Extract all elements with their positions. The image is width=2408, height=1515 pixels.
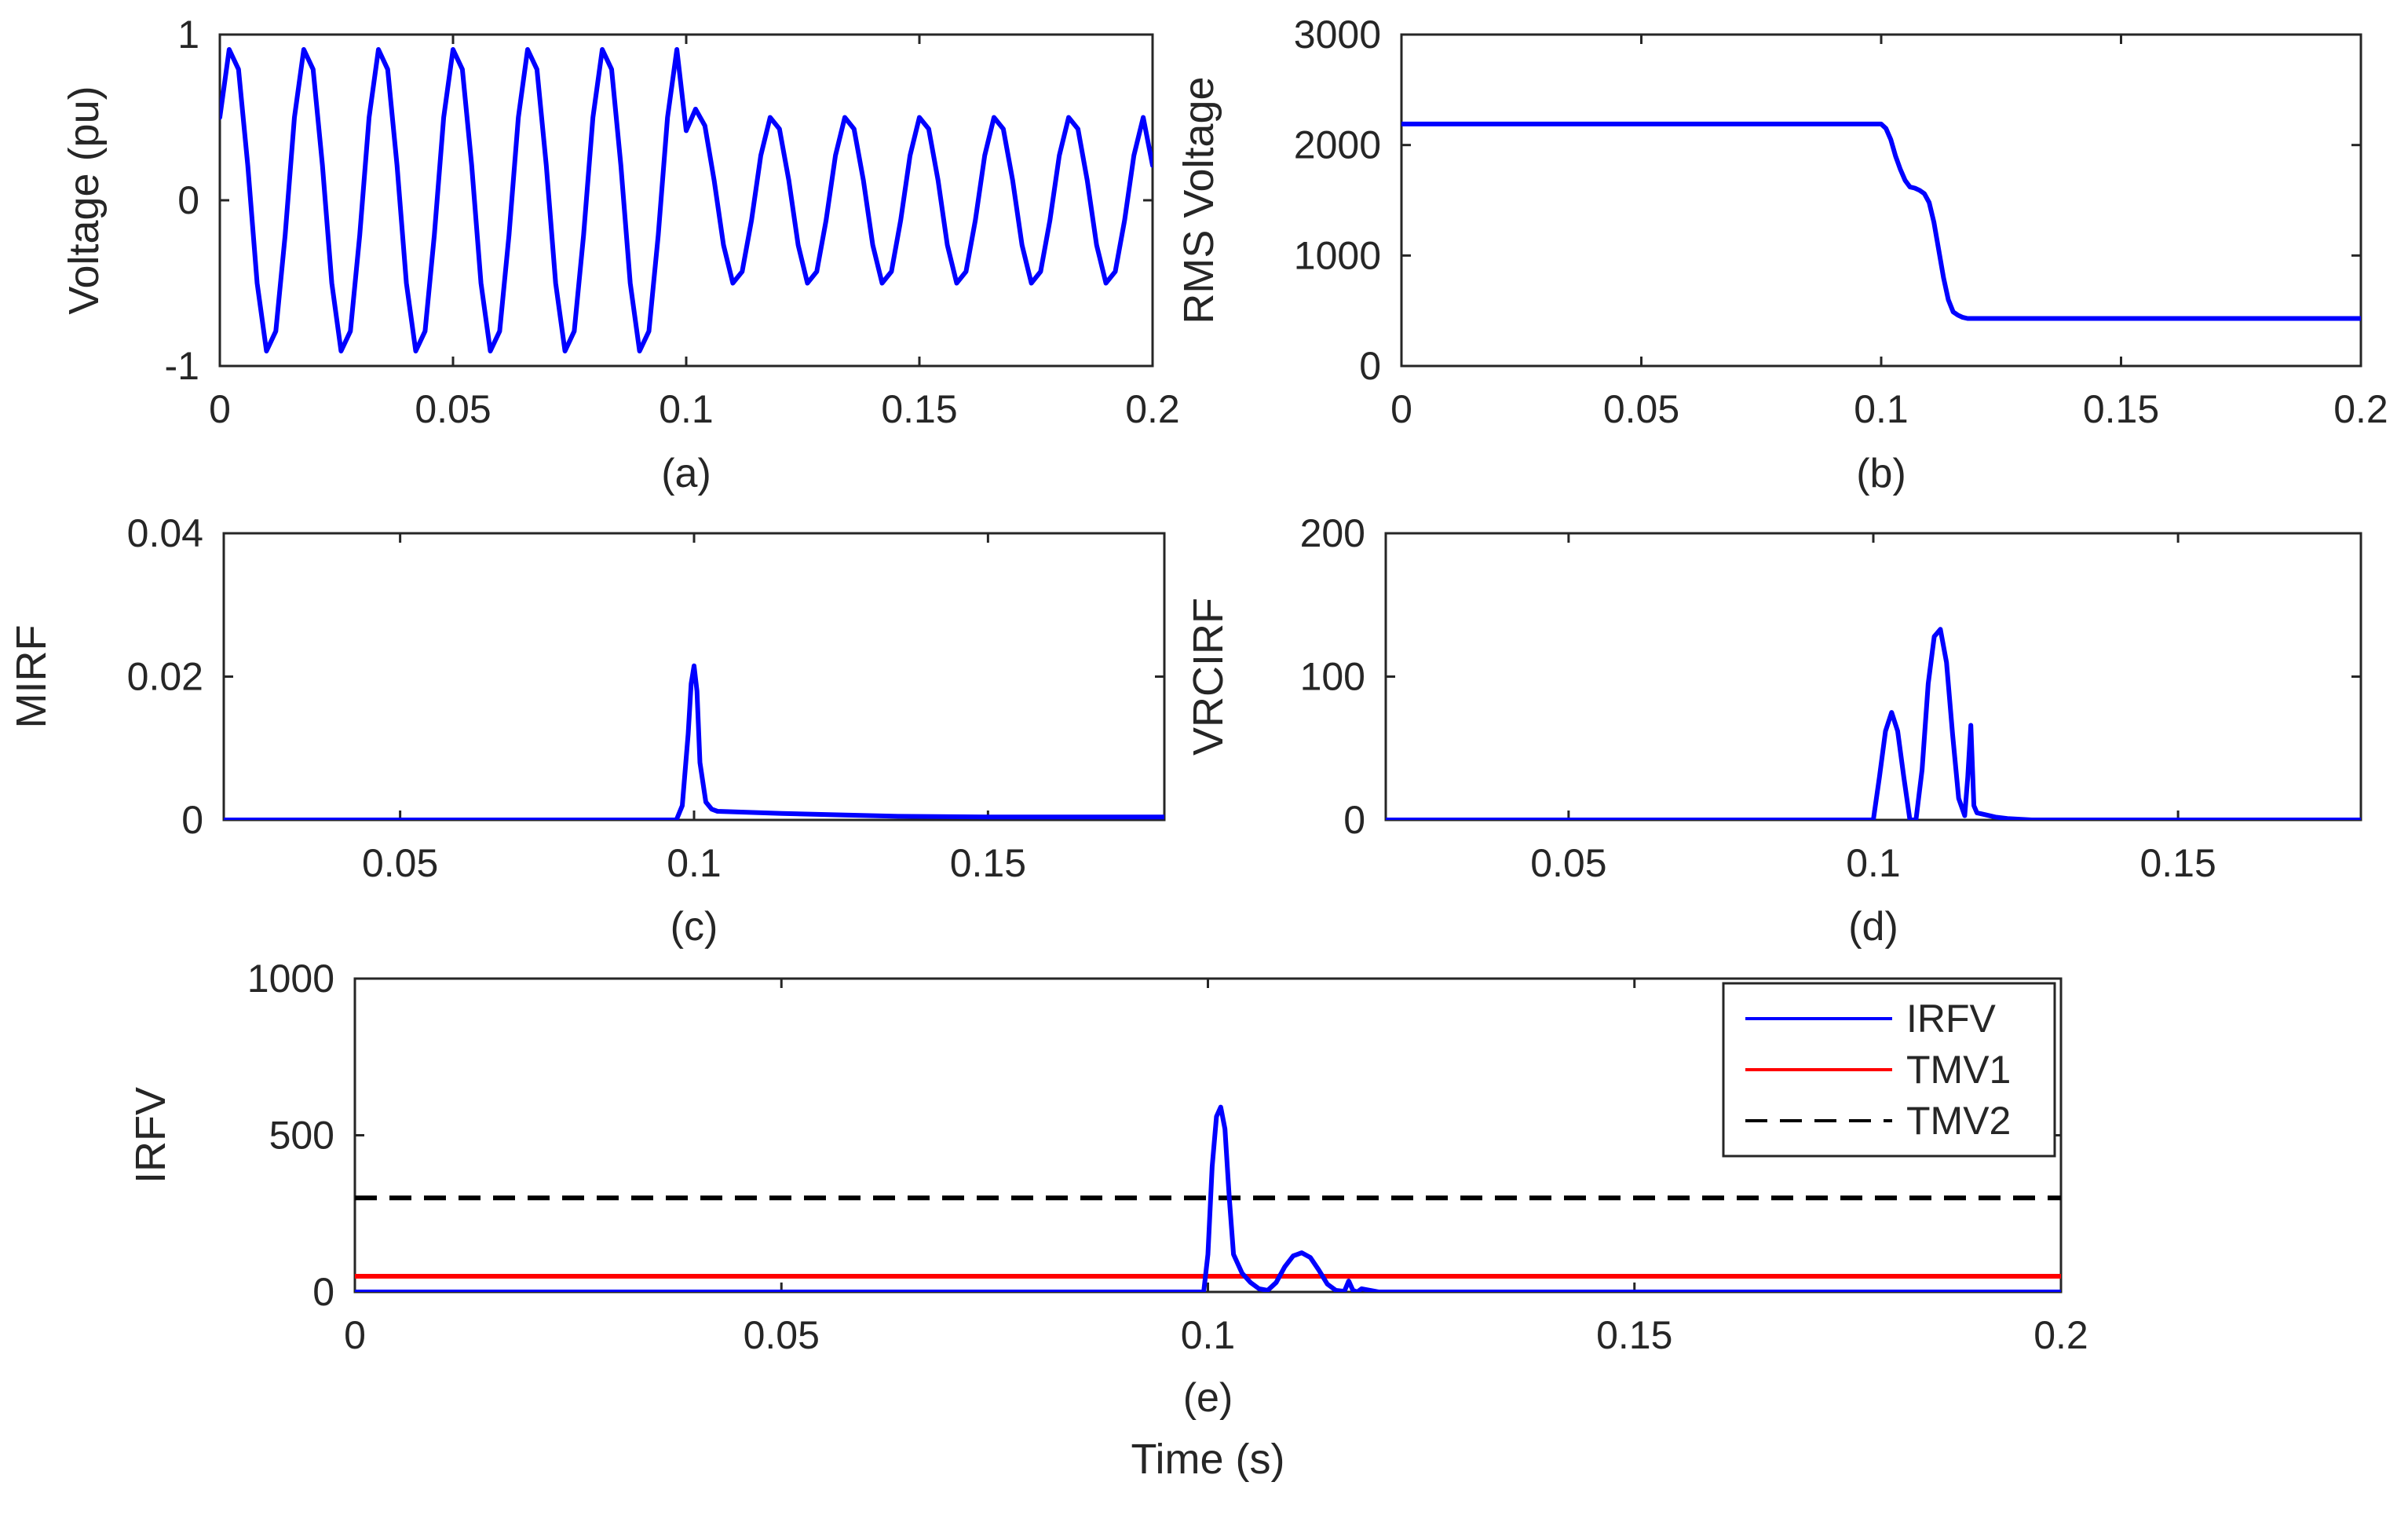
y-tick-label: 0 [1359, 344, 1381, 388]
y-tick-label: 1000 [247, 957, 334, 1001]
subplot-c: 0.05 0.1 0.15 0 0.02 0.04 MIRF (c) [8, 511, 1166, 950]
x-tick-label: 0.2 [1125, 387, 1180, 431]
y-tick-label: 500 [269, 1114, 334, 1158]
x-tick-label: 0.1 [1846, 841, 1901, 885]
plot-area-a [218, 33, 1154, 368]
subplot-caption: (c) [671, 904, 718, 950]
y-axis-label: Voltage (pu) [60, 86, 108, 314]
plot-area-b [1400, 33, 2362, 368]
y-tick-label: 2000 [1294, 123, 1381, 167]
x-tick-label: 0.15 [881, 387, 957, 431]
subplot-caption: (d) [1848, 904, 1898, 950]
subplot-caption: (e) [1183, 1375, 1233, 1421]
x-tick-label: 0.1 [667, 841, 722, 885]
x-tick-label: 0.15 [2139, 841, 2216, 885]
subplot-e: 0 0.05 0.1 0.15 0.2 0 500 1000 IRFV (e) Time (s) IR… [127, 957, 2088, 1483]
y-tick-label: 0 [312, 1270, 334, 1314]
y-tick-label: 0 [177, 178, 199, 222]
y-tick-label: 200 [1300, 511, 1365, 555]
subplot-d: 0.05 0.1 0.15 0 100 200 VRCIRF (d) [1185, 511, 2362, 950]
x-axis-label: Time (s) [1131, 1436, 1285, 1483]
y-tick-label: -1 [165, 344, 199, 388]
y-tick-label: 0 [1343, 798, 1365, 842]
y-tick-label: 1000 [1294, 233, 1381, 277]
series-line-vrcirf [1386, 627, 2361, 820]
x-tick-label: 0 [209, 387, 231, 431]
x-tick-label: 0.1 [659, 387, 714, 431]
x-tick-label: 0.2 [2033, 1313, 2088, 1357]
x-tick-label: 0.05 [362, 841, 438, 885]
series-line-rms-voltage [1401, 121, 2361, 321]
plot-area-d [1384, 532, 2362, 822]
x-tick-label: 0.05 [1530, 841, 1606, 885]
x-tick-label: 0.05 [1603, 387, 1679, 431]
y-tick-label: 100 [1300, 655, 1365, 699]
x-tick-label: 0.1 [1181, 1313, 1236, 1357]
series-line-voltage [220, 47, 1153, 353]
x-tick-label: 0 [344, 1313, 366, 1357]
y-tick-label: 3000 [1294, 13, 1381, 57]
y-tick-label: 0 [181, 798, 203, 842]
x-tick-label: 0 [1390, 387, 1412, 431]
y-axis-label: IRFV [127, 1087, 174, 1184]
y-axis-label: MIRF [8, 625, 55, 729]
x-tick-label: 0.1 [1854, 387, 1909, 431]
y-tick-label: 1 [177, 13, 199, 57]
legend-label: TMV2 [1906, 1099, 2011, 1143]
subplot-caption: (b) [1856, 451, 1906, 496]
y-tick-label: 0.04 [127, 511, 203, 555]
series-line-irfv [355, 1104, 2061, 1292]
x-tick-label: 0.05 [415, 387, 491, 431]
series-line-mirf [224, 663, 1164, 820]
x-tick-label: 0.15 [950, 841, 1026, 885]
legend-label: TMV1 [1906, 1048, 2011, 1092]
legend: IRFV TMV1 TMV2 [1722, 982, 2056, 1158]
x-tick-label: 0.15 [2083, 387, 2159, 431]
legend-label: IRFV [1906, 997, 1997, 1041]
x-tick-label: 0.05 [744, 1313, 820, 1357]
subplot-caption: (a) [661, 451, 711, 496]
y-axis-label: RMS Voltage [1175, 76, 1222, 324]
y-tick-label: 0.02 [127, 655, 203, 699]
x-tick-label: 0.2 [2333, 387, 2388, 431]
y-axis-label: VRCIRF [1185, 598, 1232, 756]
x-tick-label: 0.15 [1596, 1313, 1672, 1357]
subplot-b: 0 0.05 0.1 0.15 0.2 0 1000 2000 3000 RMS Voltage (… [1175, 13, 2388, 496]
